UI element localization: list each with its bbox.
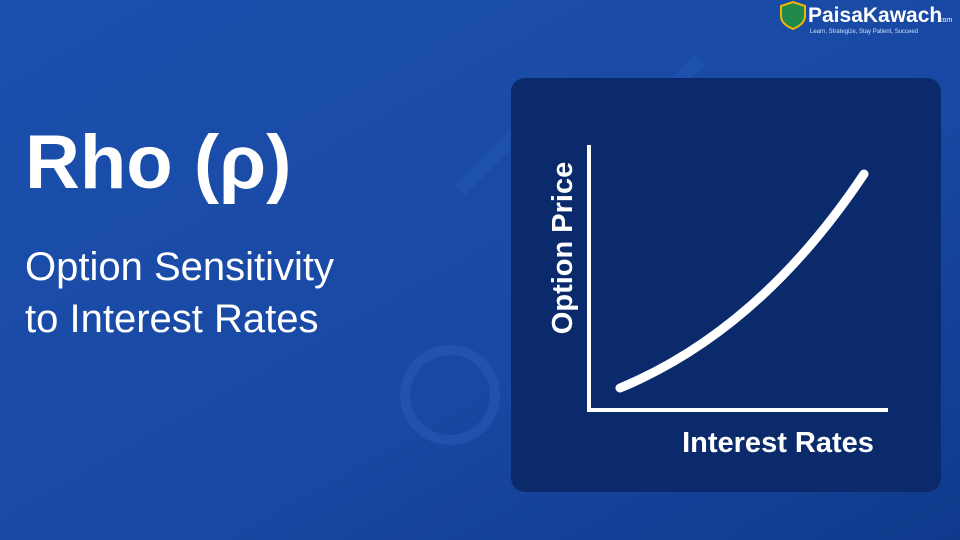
logo-tagline: Learn, Strategize, Stay Patient, Succeed <box>810 29 918 35</box>
logo: PaisaKawach .com Learn, Strategize, Stay… <box>780 0 952 35</box>
logo-name: PaisaKawach <box>808 4 942 27</box>
watermark-shape <box>400 345 500 445</box>
subtitle-line: to Interest Rates <box>25 297 318 341</box>
title: Rho (ρ) <box>25 120 291 205</box>
y-axis-label: Option Price <box>547 162 579 334</box>
logo-domain: .com <box>937 17 952 24</box>
x-axis-label: Interest Rates <box>682 427 874 459</box>
logo-shield <box>780 0 806 31</box>
curve <box>615 169 869 393</box>
subtitle-line: Option Sensitivity <box>25 245 334 289</box>
